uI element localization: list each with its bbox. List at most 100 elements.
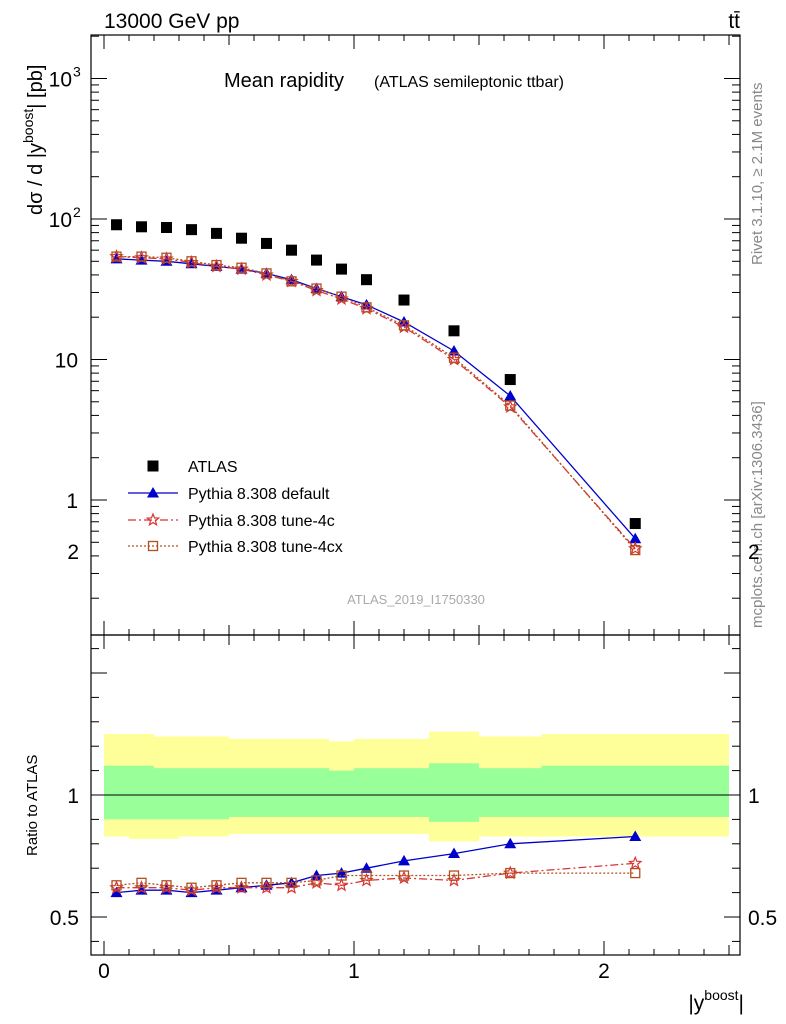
inner-uncertainty-band [541, 765, 729, 817]
legend-label: ATLAS [188, 459, 238, 476]
inner-uncertainty-band [179, 768, 204, 820]
legend-marker [147, 460, 159, 472]
main-point-atlas [398, 294, 410, 306]
analysis-id-label: ATLAS_2019_I1750330 [347, 592, 485, 607]
legend-label: Pythia 8.308 tune-4c [188, 513, 335, 530]
legend-label: Pythia 8.308 tune-4cx [188, 539, 343, 556]
ratio-point-pythia-8-308-default [448, 847, 460, 859]
main-point-pythia-8-308-tune-4cx [136, 251, 147, 262]
main-point-atlas [448, 325, 460, 337]
ratio-point-pythia-8-308-tune-4cx [261, 877, 272, 888]
plot-title: Mean rapidity [224, 70, 344, 92]
ylabel-sup-part: boost [20, 109, 36, 143]
main-series-layer [109, 219, 643, 556]
ratio-y-tick-label: 1 [67, 785, 79, 808]
main-y-tick-label: 10 [49, 209, 72, 232]
ratio-point-pythia-8-308-default [360, 862, 373, 873]
main-point-atlas [261, 237, 272, 249]
ratio-point-pythia-8-308-tune-4cx [448, 870, 460, 881]
main-point-atlas [336, 263, 347, 275]
main-point-pythia-8-308-tune-4cx [236, 262, 247, 273]
legend-label: Pythia 8.308 default [188, 486, 330, 503]
main-point-pythia-8-308-tune-4cx [448, 352, 460, 363]
inner-uncertainty-band [304, 768, 329, 817]
process-label: tt̄ [728, 10, 740, 33]
main-point-atlas [361, 274, 372, 286]
legend-marker [147, 540, 159, 552]
ratio-y-tick-label-right: 0.5 [748, 907, 777, 930]
main-point-atlas [286, 244, 297, 256]
main-point-pythia-8-308-tune-4cx [505, 400, 516, 411]
x-tick-label: 1 [348, 960, 360, 983]
main-point-pythia-8-308-tune-4cx [261, 268, 272, 279]
main-point-pythia-8-308-tune-4cx [398, 320, 410, 331]
main-point-pythia-8-308-tune-4cx [286, 276, 297, 287]
legend-marker [145, 512, 161, 527]
inner-uncertainty-band [154, 768, 179, 820]
ratio-point-pythia-8-308-default [110, 886, 123, 898]
energy-label: 13000 GeV pp [104, 10, 239, 33]
inner-uncertainty-band [329, 770, 354, 817]
main-point-atlas [211, 227, 222, 239]
main-point-atlas [111, 219, 122, 231]
main-point-pythia-8-308-tune-4cx [111, 251, 122, 262]
main-point-pythia-8-308-tune-4cx [186, 256, 197, 267]
main-line-pythia-8-308-tune-4c [116, 255, 636, 550]
main-y-axis-label: dσ / d |yboost| [pb] [20, 65, 47, 215]
ratio-point-pythia-8-308-default [629, 830, 642, 841]
legend: ATLAS Pythia 8.308 default Pythia 8.308 tu… [128, 459, 343, 556]
ratio-series-layer [109, 830, 643, 898]
ratio-point-pythia-8-308-default [504, 837, 517, 849]
main-point-atlas [186, 224, 197, 236]
main-point-pythia-8-308-tune-4cx [336, 291, 347, 302]
main-y-tick-label-exponent: 2 [73, 204, 81, 220]
inner-uncertainty-band [429, 763, 479, 822]
main-point-pythia-8-308-tune-4cx [311, 283, 322, 294]
xlabel-sup-part: boost [704, 987, 738, 1003]
main-point-pythia-8-308-tune-4cx [361, 302, 372, 313]
ratio-point-pythia-8-308-tune-4cx [311, 875, 322, 886]
main-point-atlas [504, 374, 516, 386]
ratio-plot-frame [90, 634, 741, 956]
ratio-point-pythia-8-308-tune-4cx [161, 880, 172, 891]
ratio-point-pythia-8-308-tune-4cx [286, 877, 297, 888]
ratio-point-pythia-8-308-default [310, 869, 323, 881]
inner-uncertainty-band [104, 765, 129, 820]
main-point-pythia-8-308-tune-4cx [161, 252, 172, 263]
inner-uncertainty-band [354, 768, 379, 817]
inner-uncertainty-band [279, 768, 304, 817]
inner-uncertainty-band [379, 768, 429, 817]
ratio-point-pythia-8-308-tune-4cx [336, 870, 347, 881]
rivet-version-label: Rivet 3.1.10, ≥ 2.1M events [749, 83, 766, 266]
main-point-atlas [136, 221, 147, 233]
x-tick-label: 0 [98, 960, 110, 983]
ratio-y-tick-label: 0.5 [50, 907, 79, 930]
main-point-pythia-8-308-default [504, 389, 517, 401]
ylabel-end-part: | [pb] [25, 65, 47, 109]
ratio-y-tick-label: 2 [67, 541, 79, 564]
main-y-tick-label: 10 [55, 350, 78, 373]
main-y-tick-label: 1 [66, 490, 78, 513]
ratio-line-pythia-8-308-default [116, 835, 636, 894]
inner-uncertainty-band [229, 768, 254, 817]
legend-marker [147, 487, 159, 498]
ratio-y-tick-label-right: 2 [748, 541, 760, 564]
ratio-point-pythia-8-308-tune-4cx [111, 880, 122, 891]
ratio-y-tick-label-right: 1 [748, 785, 760, 808]
main-y-tick-label: 10 [49, 69, 72, 92]
ratio-point-pythia-8-308-tune-4c [627, 855, 643, 870]
ratio-point-pythia-8-308-tune-4cx [398, 870, 410, 881]
main-point-pythia-8-308-default [629, 532, 642, 544]
main-point-atlas [629, 518, 641, 530]
mcplots-label: mcplots.cern.ch [arXiv:1306.3436] [749, 401, 766, 628]
ratio-point-pythia-8-308-tune-4cx [505, 867, 516, 879]
ratio-line-pythia-8-308-tune-4c [116, 862, 636, 891]
main-point-pythia-8-308-tune-4cx [211, 259, 222, 271]
ratio-point-pythia-8-308-tune-4cx [186, 882, 197, 893]
ratio-point-pythia-8-308-tune-4c [334, 877, 349, 892]
ratio-point-pythia-8-308-tune-4cx [361, 870, 372, 881]
ratio-point-pythia-8-308-tune-4cx [136, 877, 147, 888]
